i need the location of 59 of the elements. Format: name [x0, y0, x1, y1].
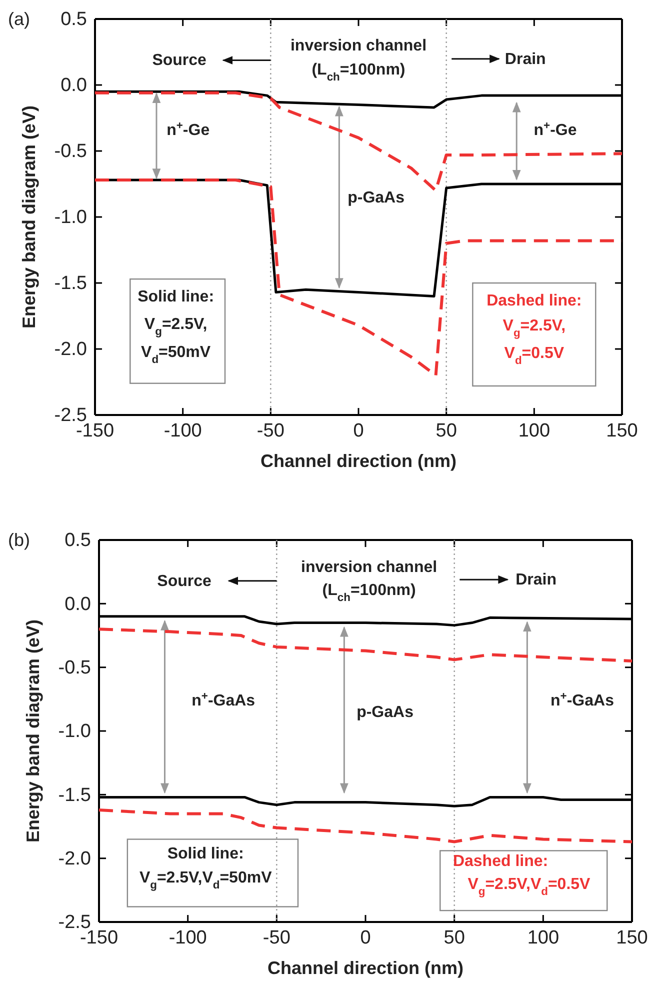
line-series — [94, 91, 624, 192]
x-tick-label: -100 — [168, 927, 207, 948]
y-tick-label: -0.5 — [54, 141, 87, 162]
x-tick-label: -150 — [80, 927, 118, 948]
annotation: V$_{d}$=50mV — [141, 344, 211, 366]
annotation: Source — [152, 52, 207, 70]
annotation: Drain — [516, 572, 557, 589]
annotation: Dashed line: — [486, 292, 582, 310]
annotation: Dashed line: — [452, 852, 548, 870]
y-axis-title: Energy band diagram (eV) — [23, 619, 43, 843]
x-tick-label: 0 — [360, 927, 371, 948]
x-tick-label: 100 — [518, 420, 550, 442]
annotation: n$^{+}$-Ge — [534, 120, 577, 140]
annotation: V$_{g}$=2.5V, — [502, 318, 566, 340]
chart-title: (b) — [8, 530, 30, 550]
x-tick-label: 150 — [606, 420, 638, 442]
x-axis-title: Channel direction (nm) — [267, 958, 464, 978]
x-tick-label: -150 — [76, 420, 114, 442]
y-tick-label: -1.0 — [58, 721, 91, 742]
annotation: Solid line: — [167, 845, 244, 862]
annotation: n$^{+}$-Ge — [166, 120, 210, 140]
x-tick-label: -100 — [164, 420, 202, 442]
annotation: n$^{+}$-GaAs — [192, 690, 256, 710]
annotation: V$_{g}$=2.5V,V$_{d}$=0.5V — [468, 876, 591, 898]
line-series — [98, 808, 634, 844]
x-tick-label: 50 — [436, 420, 457, 442]
annotation: V$_{d}$=0.5V — [504, 345, 564, 368]
line-series — [98, 628, 634, 662]
x-tick-label: 100 — [527, 927, 560, 948]
y-tick-label: 0.0 — [64, 594, 91, 615]
annotation: inversion channel — [290, 38, 427, 55]
y-axis-title: Energy band diagram (eV) — [19, 105, 39, 329]
y-tick-label: -2.0 — [54, 339, 87, 360]
y-tick-label: 0.5 — [64, 530, 91, 552]
x-tick-label: 150 — [616, 927, 648, 948]
x-tick-label: -50 — [262, 927, 290, 948]
x-axis-title: Channel direction (nm) — [260, 451, 457, 471]
annotation: Solid line: — [138, 288, 214, 306]
annotation: (L$_{ch}$=100nm) — [312, 61, 406, 84]
annotation: p-GaAs — [348, 189, 405, 206]
annotation: Source — [157, 572, 212, 590]
annotation: p-GaAs — [356, 704, 414, 721]
annotation: inversion channel — [301, 558, 438, 576]
x-tick-label: -50 — [256, 420, 284, 442]
annotation: (L$_{ch}$=100nm) — [322, 582, 416, 604]
y-tick-label: -1.5 — [54, 273, 87, 294]
y-tick-label: -1.5 — [58, 784, 91, 806]
y-tick-label: -1.0 — [54, 207, 87, 228]
y-tick-label: 0.0 — [60, 75, 87, 96]
chart-title: (a) — [8, 9, 30, 29]
annotation: V$_{g}$=2.5V,V$_{d}$=50mV — [139, 870, 272, 892]
x-tick-label: 50 — [444, 927, 465, 948]
x-tick-label: 0 — [353, 420, 364, 442]
y-tick-label: -0.5 — [58, 657, 91, 678]
annotation: Drain — [504, 50, 546, 68]
annotation: V$_{g}$=2.5V, — [144, 316, 208, 338]
annotation: n$^{+}$-GaAs — [550, 690, 614, 710]
y-tick-label: 0.5 — [60, 9, 87, 30]
y-tick-label: -2.0 — [58, 848, 91, 870]
